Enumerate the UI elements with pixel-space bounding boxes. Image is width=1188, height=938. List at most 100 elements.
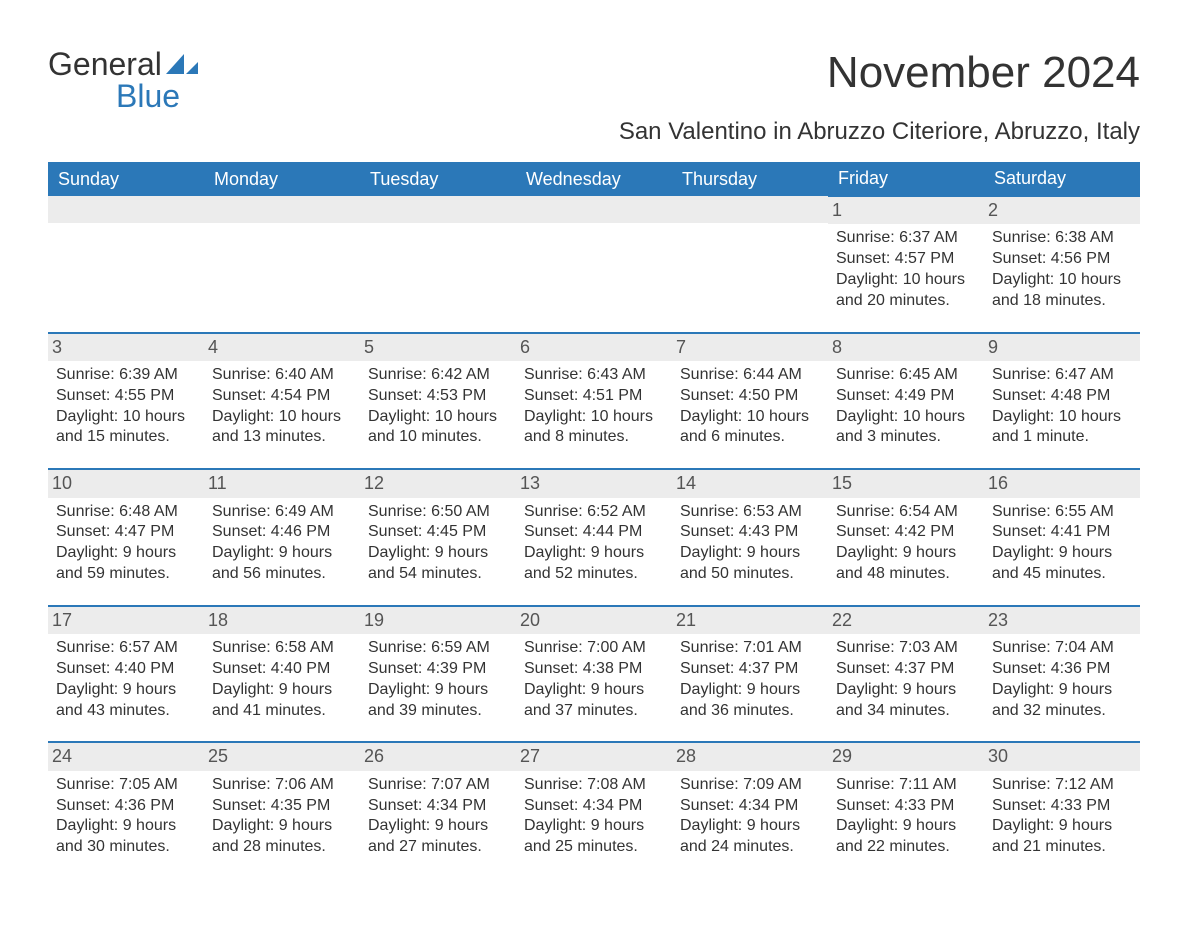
day-info-sunset: Sunset: 4:42 PM bbox=[836, 522, 976, 543]
day-number: 9 bbox=[984, 334, 1140, 361]
day-info-daylight1: Daylight: 10 hours bbox=[992, 407, 1132, 428]
calendar-day-cell: 5Sunrise: 6:42 AMSunset: 4:53 PMDaylight… bbox=[360, 333, 516, 470]
day-info-sunrise: Sunrise: 7:08 AM bbox=[524, 775, 664, 796]
day-info-sunset: Sunset: 4:50 PM bbox=[680, 386, 820, 407]
logo-text-general: General bbox=[48, 48, 162, 80]
day-number: 17 bbox=[48, 607, 204, 634]
day-info-daylight2: and 18 minutes. bbox=[992, 291, 1132, 312]
calendar-day-header: Saturday bbox=[984, 162, 1140, 196]
day-info-sunrise: Sunrise: 7:01 AM bbox=[680, 638, 820, 659]
day-info-sunrise: Sunrise: 6:47 AM bbox=[992, 365, 1132, 386]
day-info-daylight2: and 34 minutes. bbox=[836, 701, 976, 722]
day-info-daylight1: Daylight: 10 hours bbox=[836, 407, 976, 428]
day-number-empty bbox=[516, 196, 672, 223]
day-info-sunset: Sunset: 4:54 PM bbox=[212, 386, 352, 407]
day-info-daylight1: Daylight: 9 hours bbox=[524, 816, 664, 837]
day-info-sunrise: Sunrise: 6:50 AM bbox=[368, 502, 508, 523]
day-info-sunrise: Sunrise: 6:57 AM bbox=[56, 638, 196, 659]
day-number: 11 bbox=[204, 470, 360, 497]
day-info-daylight1: Daylight: 9 hours bbox=[368, 816, 508, 837]
calendar-day-cell: 4Sunrise: 6:40 AMSunset: 4:54 PMDaylight… bbox=[204, 333, 360, 470]
day-info-sunset: Sunset: 4:38 PM bbox=[524, 659, 664, 680]
day-info-daylight1: Daylight: 9 hours bbox=[836, 543, 976, 564]
day-info-daylight2: and 37 minutes. bbox=[524, 701, 664, 722]
day-info-daylight2: and 25 minutes. bbox=[524, 837, 664, 858]
calendar-day-header: Thursday bbox=[672, 162, 828, 196]
day-info-daylight1: Daylight: 9 hours bbox=[680, 816, 820, 837]
calendar-day-header: Friday bbox=[828, 162, 984, 196]
day-info-sunset: Sunset: 4:35 PM bbox=[212, 796, 352, 817]
day-info-daylight1: Daylight: 10 hours bbox=[836, 270, 976, 291]
day-info-sunrise: Sunrise: 7:07 AM bbox=[368, 775, 508, 796]
day-info-daylight2: and 24 minutes. bbox=[680, 837, 820, 858]
day-info-sunrise: Sunrise: 6:44 AM bbox=[680, 365, 820, 386]
day-info-sunrise: Sunrise: 7:11 AM bbox=[836, 775, 976, 796]
day-number: 15 bbox=[828, 470, 984, 497]
calendar-day-header: Sunday bbox=[48, 162, 204, 196]
day-info-sunrise: Sunrise: 6:42 AM bbox=[368, 365, 508, 386]
day-number: 12 bbox=[360, 470, 516, 497]
day-info-sunset: Sunset: 4:56 PM bbox=[992, 249, 1132, 270]
day-info-daylight2: and 41 minutes. bbox=[212, 701, 352, 722]
day-info-daylight2: and 43 minutes. bbox=[56, 701, 196, 722]
calendar-body: 1Sunrise: 6:37 AMSunset: 4:57 PMDaylight… bbox=[48, 196, 1140, 878]
day-info-daylight1: Daylight: 10 hours bbox=[680, 407, 820, 428]
day-info-daylight2: and 30 minutes. bbox=[56, 837, 196, 858]
day-info-sunset: Sunset: 4:36 PM bbox=[56, 796, 196, 817]
day-info-daylight1: Daylight: 10 hours bbox=[368, 407, 508, 428]
calendar-day-cell: 13Sunrise: 6:52 AMSunset: 4:44 PMDayligh… bbox=[516, 469, 672, 606]
day-info-daylight2: and 54 minutes. bbox=[368, 564, 508, 585]
day-number: 14 bbox=[672, 470, 828, 497]
calendar-day-cell bbox=[516, 196, 672, 333]
day-info-daylight1: Daylight: 10 hours bbox=[524, 407, 664, 428]
day-info-sunrise: Sunrise: 6:54 AM bbox=[836, 502, 976, 523]
day-info-daylight1: Daylight: 9 hours bbox=[368, 680, 508, 701]
calendar-day-cell: 11Sunrise: 6:49 AMSunset: 4:46 PMDayligh… bbox=[204, 469, 360, 606]
day-info-sunset: Sunset: 4:34 PM bbox=[680, 796, 820, 817]
calendar-day-cell: 21Sunrise: 7:01 AMSunset: 4:37 PMDayligh… bbox=[672, 606, 828, 743]
day-info-sunrise: Sunrise: 6:37 AM bbox=[836, 228, 976, 249]
day-info-daylight2: and 21 minutes. bbox=[992, 837, 1132, 858]
day-info-sunset: Sunset: 4:47 PM bbox=[56, 522, 196, 543]
calendar-day-cell: 23Sunrise: 7:04 AMSunset: 4:36 PMDayligh… bbox=[984, 606, 1140, 743]
calendar-table: SundayMondayTuesdayWednesdayThursdayFrid… bbox=[48, 162, 1140, 878]
calendar-week-row: 1Sunrise: 6:37 AMSunset: 4:57 PMDaylight… bbox=[48, 196, 1140, 333]
calendar-day-cell: 12Sunrise: 6:50 AMSunset: 4:45 PMDayligh… bbox=[360, 469, 516, 606]
day-info-sunset: Sunset: 4:34 PM bbox=[524, 796, 664, 817]
day-info-sunrise: Sunrise: 6:38 AM bbox=[992, 228, 1132, 249]
page-title: November 2024 bbox=[827, 48, 1140, 98]
day-info-daylight2: and 27 minutes. bbox=[368, 837, 508, 858]
calendar-day-cell: 27Sunrise: 7:08 AMSunset: 4:34 PMDayligh… bbox=[516, 742, 672, 878]
day-number: 30 bbox=[984, 743, 1140, 770]
day-info-sunset: Sunset: 4:46 PM bbox=[212, 522, 352, 543]
day-info-sunset: Sunset: 4:33 PM bbox=[836, 796, 976, 817]
day-number-empty bbox=[204, 196, 360, 223]
calendar-week-row: 10Sunrise: 6:48 AMSunset: 4:47 PMDayligh… bbox=[48, 469, 1140, 606]
day-info-daylight2: and 48 minutes. bbox=[836, 564, 976, 585]
day-number: 3 bbox=[48, 334, 204, 361]
day-info-daylight1: Daylight: 9 hours bbox=[992, 816, 1132, 837]
day-number: 22 bbox=[828, 607, 984, 634]
day-info-daylight1: Daylight: 9 hours bbox=[680, 680, 820, 701]
day-info-sunset: Sunset: 4:33 PM bbox=[992, 796, 1132, 817]
calendar-day-cell: 18Sunrise: 6:58 AMSunset: 4:40 PMDayligh… bbox=[204, 606, 360, 743]
calendar-day-cell: 7Sunrise: 6:44 AMSunset: 4:50 PMDaylight… bbox=[672, 333, 828, 470]
day-number: 19 bbox=[360, 607, 516, 634]
day-info-sunrise: Sunrise: 7:05 AM bbox=[56, 775, 196, 796]
day-number: 26 bbox=[360, 743, 516, 770]
calendar-week-row: 3Sunrise: 6:39 AMSunset: 4:55 PMDaylight… bbox=[48, 333, 1140, 470]
calendar-day-cell: 24Sunrise: 7:05 AMSunset: 4:36 PMDayligh… bbox=[48, 742, 204, 878]
day-info-sunset: Sunset: 4:55 PM bbox=[56, 386, 196, 407]
calendar-day-cell: 25Sunrise: 7:06 AMSunset: 4:35 PMDayligh… bbox=[204, 742, 360, 878]
day-info-daylight2: and 13 minutes. bbox=[212, 427, 352, 448]
calendar-day-cell: 1Sunrise: 6:37 AMSunset: 4:57 PMDaylight… bbox=[828, 196, 984, 333]
day-info-sunrise: Sunrise: 7:00 AM bbox=[524, 638, 664, 659]
day-info-sunrise: Sunrise: 6:45 AM bbox=[836, 365, 976, 386]
day-info-sunset: Sunset: 4:40 PM bbox=[56, 659, 196, 680]
day-info-daylight2: and 59 minutes. bbox=[56, 564, 196, 585]
day-info-sunset: Sunset: 4:41 PM bbox=[992, 522, 1132, 543]
day-info-sunset: Sunset: 4:53 PM bbox=[368, 386, 508, 407]
day-info-daylight1: Daylight: 10 hours bbox=[212, 407, 352, 428]
day-number-empty bbox=[360, 196, 516, 223]
day-number-empty bbox=[672, 196, 828, 223]
